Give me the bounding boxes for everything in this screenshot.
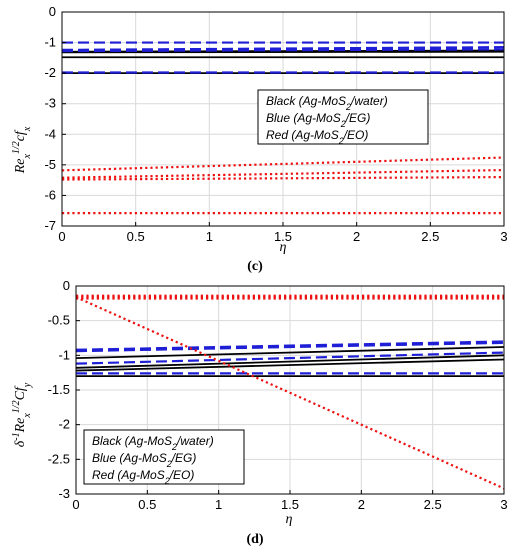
x-tick-label: 3 bbox=[500, 497, 507, 512]
series-line-water-2 bbox=[61, 50, 505, 54]
series-group-c bbox=[61, 41, 505, 215]
y-tick-label: -1 bbox=[58, 347, 70, 362]
y-axis-label-d: δ-1Rex1/2Cfy bbox=[11, 382, 33, 447]
series-line-eg-3 bbox=[75, 351, 505, 365]
series-line-eo-1 bbox=[61, 156, 505, 172]
x-tick-label: 1.5 bbox=[274, 229, 292, 244]
x-tick-label: 1.5 bbox=[281, 497, 299, 512]
y-axis-label-c: Rex1/2cfx bbox=[11, 126, 33, 174]
series-line-eg-2 bbox=[75, 341, 505, 353]
series-line-water-2 bbox=[75, 354, 505, 369]
series-line-eg-2 bbox=[61, 46, 505, 52]
y-tick-label: -2 bbox=[44, 65, 56, 80]
y-tick-label: -1 bbox=[44, 35, 56, 50]
legend-entry-eo: Red (Ag-MoS2/EO) bbox=[266, 128, 368, 146]
series-line-eo-2 bbox=[61, 168, 505, 179]
x-tick-label: 3 bbox=[500, 229, 507, 244]
legend-d: Black (Ag-MoS2/water)Blue (Ag-MoS2/EG)Re… bbox=[83, 429, 245, 486]
y-tick-label: -0.5 bbox=[48, 313, 70, 328]
x-tick-label: 0 bbox=[72, 497, 79, 512]
legend-box bbox=[83, 429, 245, 485]
series-group-d bbox=[75, 294, 505, 490]
legend-c: Black (Ag-MoS2/water)Blue (Ag-MoS2/EG)Re… bbox=[257, 89, 429, 146]
y-tick-label: 0 bbox=[49, 4, 56, 19]
x-tick-label: 1 bbox=[206, 229, 213, 244]
y-tick-label: -2 bbox=[58, 417, 70, 432]
x-tick-label: 2.5 bbox=[424, 497, 442, 512]
x-tick-label: 2 bbox=[358, 497, 365, 512]
series-line-water-3 bbox=[75, 358, 505, 372]
chart-panel-d: 0 0.5 1 1.5 2 2.5 3 0 -0.5 -1 -1.5 -2 -2.5 -3 Black (A… bbox=[48, 278, 508, 512]
panel-label-d: (d) bbox=[246, 532, 263, 547]
series-line-eo-3 bbox=[61, 175, 505, 181]
legend-box bbox=[257, 89, 429, 145]
x-axis-label-c: η bbox=[280, 240, 287, 255]
series-line-water-1 bbox=[75, 346, 505, 360]
x-tick-label: 0 bbox=[58, 229, 65, 244]
series-line-eg-1 bbox=[75, 340, 505, 351]
y-tick-label: -1.5 bbox=[48, 382, 70, 397]
x-tick-label: 2.5 bbox=[421, 229, 439, 244]
y-tick-label: -3 bbox=[58, 486, 70, 501]
legend-entry-water: Black (Ag-MoS2/water) bbox=[266, 94, 388, 112]
y-tick-label: -6 bbox=[44, 187, 56, 202]
chart-panel-c: 0 0.5 1 1.5 2 2.5 3 0 -1 -2 -3 -4 -5 -6 -7 Black (Ag-Mo… bbox=[44, 4, 507, 244]
x-tick-label: 0.5 bbox=[127, 229, 145, 244]
x-tick-label: 2 bbox=[353, 229, 360, 244]
series-line-eg-3 bbox=[61, 48, 505, 53]
y-tick-label: -3 bbox=[44, 96, 56, 111]
x-tick-label: 0.5 bbox=[138, 497, 156, 512]
y-tick-label: -5 bbox=[44, 157, 56, 172]
y-tick-label: 0 bbox=[63, 278, 70, 293]
series-line-eo-4 bbox=[75, 296, 505, 490]
x-tick-label: 1 bbox=[215, 497, 222, 512]
y-tick-label: -7 bbox=[44, 218, 56, 233]
legend-entry-eo: Red (Ag-MoS2/EO) bbox=[92, 468, 194, 486]
panel-label-c: (c) bbox=[247, 259, 263, 274]
y-tick-label: -2.5 bbox=[48, 451, 70, 466]
y-tick-label: -4 bbox=[44, 126, 56, 141]
legend-entry-water: Black (Ag-MoS2/water) bbox=[92, 434, 214, 452]
x-axis-label-d: η bbox=[286, 512, 293, 527]
